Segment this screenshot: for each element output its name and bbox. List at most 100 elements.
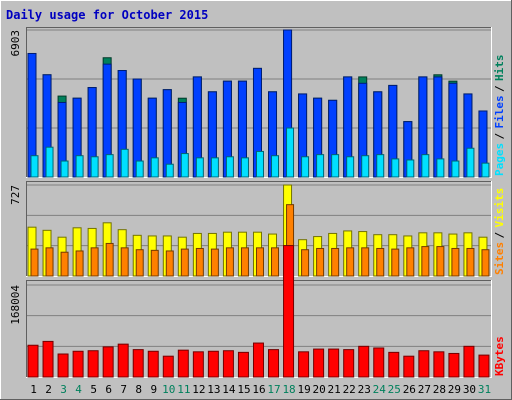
bar-pages (481, 162, 490, 178)
bar-pages (165, 163, 174, 178)
x-tick-label: 8 (135, 383, 142, 396)
x-tick-label: 18 (282, 383, 295, 396)
bar-pages (60, 160, 69, 178)
legend-sites: Sites (493, 242, 506, 275)
bar-sites (75, 250, 84, 277)
bar-sites (255, 247, 264, 277)
x-tick-label: 26 (403, 383, 416, 396)
bar-kbytes (27, 344, 39, 378)
x-tick-label: 7 (120, 383, 127, 396)
bar-sites (391, 248, 400, 277)
bar-pages (316, 154, 325, 178)
bar-sites (481, 249, 490, 277)
x-tick-label: 27 (418, 383, 431, 396)
x-tick-label: 19 (297, 383, 310, 396)
bar-pages (436, 158, 445, 178)
bar-kbytes (433, 351, 445, 378)
x-tick-label: 28 (433, 383, 446, 396)
bar-kbytes (463, 345, 475, 378)
x-tick-label: 16 (252, 383, 265, 396)
bar-sites (271, 247, 280, 277)
bar-pages (376, 154, 385, 178)
x-tick-label: 4 (75, 383, 82, 396)
bar-pages (180, 153, 189, 178)
bar-kbytes (373, 347, 385, 378)
x-tick-label: 23 (358, 383, 371, 396)
bar-kbytes (328, 348, 340, 378)
legend-separator: / (493, 133, 506, 140)
bar-kbytes (298, 351, 310, 378)
bar-kbytes (87, 350, 99, 378)
bar-pages (466, 147, 475, 178)
x-tick-label: 21 (328, 383, 341, 396)
bar-kbytes (237, 351, 249, 378)
x-tick-label: 1 (30, 383, 37, 396)
bar-pages (421, 154, 430, 178)
bar-kbytes (102, 346, 114, 378)
panel-top: 6903 Pages / Files / Hits (9, 27, 506, 178)
bar-pages (271, 155, 280, 178)
x-tick-label: 30 (463, 383, 476, 396)
bar-kbytes (283, 245, 295, 378)
bar-kbytes (132, 349, 144, 378)
x-tick-label: 13 (207, 383, 220, 396)
bar-sites (210, 248, 219, 277)
bar-sites (195, 247, 204, 277)
bar-pages (255, 150, 264, 178)
x-tick-label: 22 (343, 383, 356, 396)
bar-pages (150, 157, 159, 178)
panel-middle: 727 Sites / Visits (9, 181, 506, 277)
y-max-tick-label: 6903 (9, 30, 22, 57)
bar-sites (60, 251, 69, 277)
bar-kbytes (388, 351, 400, 378)
bar-sites (421, 246, 430, 277)
x-tick-label: 6 (105, 383, 112, 396)
y-max-tick-label: 168004 (9, 285, 22, 325)
bar-pages (346, 156, 355, 178)
bar-sites (436, 246, 445, 277)
bar-kbytes (42, 340, 54, 378)
panel-bottom: 168004 KBytes (9, 245, 506, 378)
bar-pages (286, 127, 295, 178)
bar-pages (301, 156, 310, 178)
x-tick-label: 9 (150, 383, 157, 396)
x-tick-label: 3 (60, 383, 67, 396)
x-tick-label: 15 (237, 383, 250, 396)
bar-kbytes (343, 349, 355, 378)
legend-visits: Visits (493, 188, 506, 228)
x-tick-label: 11 (177, 383, 190, 396)
chart-panels: 6903 Pages / Files / Hits 727 Sites / Visits 16800… (9, 27, 506, 378)
bar-pages (90, 156, 99, 178)
bar-kbytes (448, 352, 460, 378)
x-tick-label: 2 (45, 383, 52, 396)
bar-sites (361, 247, 370, 277)
bar-sites (30, 248, 39, 277)
x-tick-label: 25 (388, 383, 401, 396)
bar-kbytes (418, 350, 430, 378)
bar-pages (361, 155, 370, 178)
x-tick-label: 24 (373, 383, 387, 396)
bar-sites (45, 247, 54, 277)
bar-sites (135, 249, 144, 277)
bar-kbytes (478, 354, 490, 378)
bar-kbytes (147, 350, 159, 378)
legend-separator: / (493, 85, 506, 92)
bar-sites (150, 249, 159, 277)
bar-pages (120, 148, 129, 178)
x-axis-day-labels: 1 2 3 4 5 6 7 8 9 10 11 12 13 14 15 16 17 18 19 20 21 22 23 24 2… (30, 383, 491, 396)
bar-sites (346, 247, 355, 277)
bar-kbytes (222, 350, 234, 378)
bar-sites (376, 247, 385, 277)
x-tick-label: 10 (162, 383, 175, 396)
x-tick-label: 17 (267, 383, 280, 396)
bar-sites (466, 247, 475, 277)
bar-sites (105, 242, 114, 277)
bar-kbytes (162, 355, 174, 378)
legend-files: Files (493, 95, 506, 128)
bar-kbytes (117, 343, 129, 378)
bar-kbytes (57, 353, 69, 378)
bar-pages (240, 157, 249, 178)
bar-kbytes (192, 351, 204, 378)
bar-kbytes (207, 350, 219, 378)
bar-sites (331, 247, 340, 277)
